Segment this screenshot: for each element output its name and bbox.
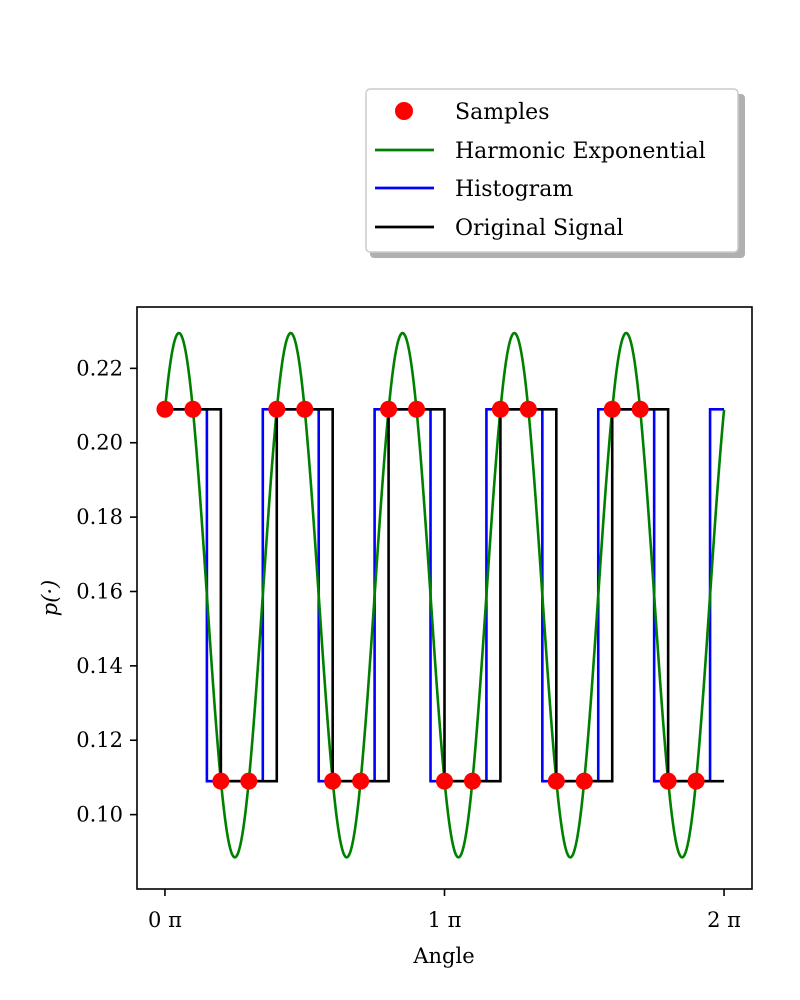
sample-point	[575, 772, 593, 790]
sample-point	[603, 400, 621, 418]
legend: Samples Harmonic Exponential Histogram Orig…	[365, 88, 745, 258]
sample-point	[631, 400, 649, 418]
x-tick-label: 1 π	[428, 908, 462, 932]
sample-point	[380, 400, 398, 418]
y-tick-label: 0.16	[76, 579, 123, 603]
original-signal-line	[164, 407, 725, 783]
sample-point	[659, 772, 677, 790]
sample-point	[519, 400, 537, 418]
legend-entries: Samples Harmonic Exponential Histogram Orig…	[375, 100, 706, 241]
x-axis: 0 π 1 π 2 π	[148, 889, 741, 932]
x-tick-label: 2 π	[707, 908, 741, 932]
sample-point	[296, 400, 314, 418]
y-tick-label: 0.14	[76, 654, 123, 678]
sample-point	[184, 400, 202, 418]
legend-marker-samples	[395, 102, 413, 120]
sample-point	[491, 400, 509, 418]
x-tick-label: 0 π	[148, 908, 182, 932]
y-tick-label: 0.12	[76, 728, 123, 752]
legend-label: Samples	[455, 100, 549, 125]
sample-point	[268, 400, 286, 418]
sample-point	[436, 772, 453, 790]
sample-point	[463, 772, 481, 790]
sample-point	[687, 772, 705, 790]
sample-point	[212, 772, 230, 790]
y-tick-label: 0.20	[76, 431, 123, 455]
sample-point	[324, 772, 342, 790]
y-axis-label: p(·)	[38, 580, 62, 617]
legend-label: Harmonic Exponential	[455, 139, 706, 164]
sample-point	[240, 772, 258, 790]
sample-point	[156, 400, 174, 418]
y-tick-label: 0.10	[76, 803, 123, 827]
legend-label: Histogram	[455, 177, 573, 202]
y-axis: 0.10 0.12 0.14 0.16 0.18 0.20 0.22	[76, 356, 137, 827]
legend-frame	[365, 88, 739, 253]
sample-point	[547, 772, 565, 790]
legend-label: Original Signal	[455, 216, 624, 241]
y-tick-label: 0.22	[76, 356, 123, 380]
plot-area: 0 π 1 π 2 π 0.10 0.12 0.14 0.16 0.18 0.20 0.22	[76, 306, 753, 932]
sample-point	[408, 400, 426, 418]
x-axis-label: Angle	[412, 944, 474, 968]
y-tick-label: 0.18	[76, 505, 123, 529]
sample-point	[352, 772, 370, 790]
series-layer	[156, 331, 726, 859]
